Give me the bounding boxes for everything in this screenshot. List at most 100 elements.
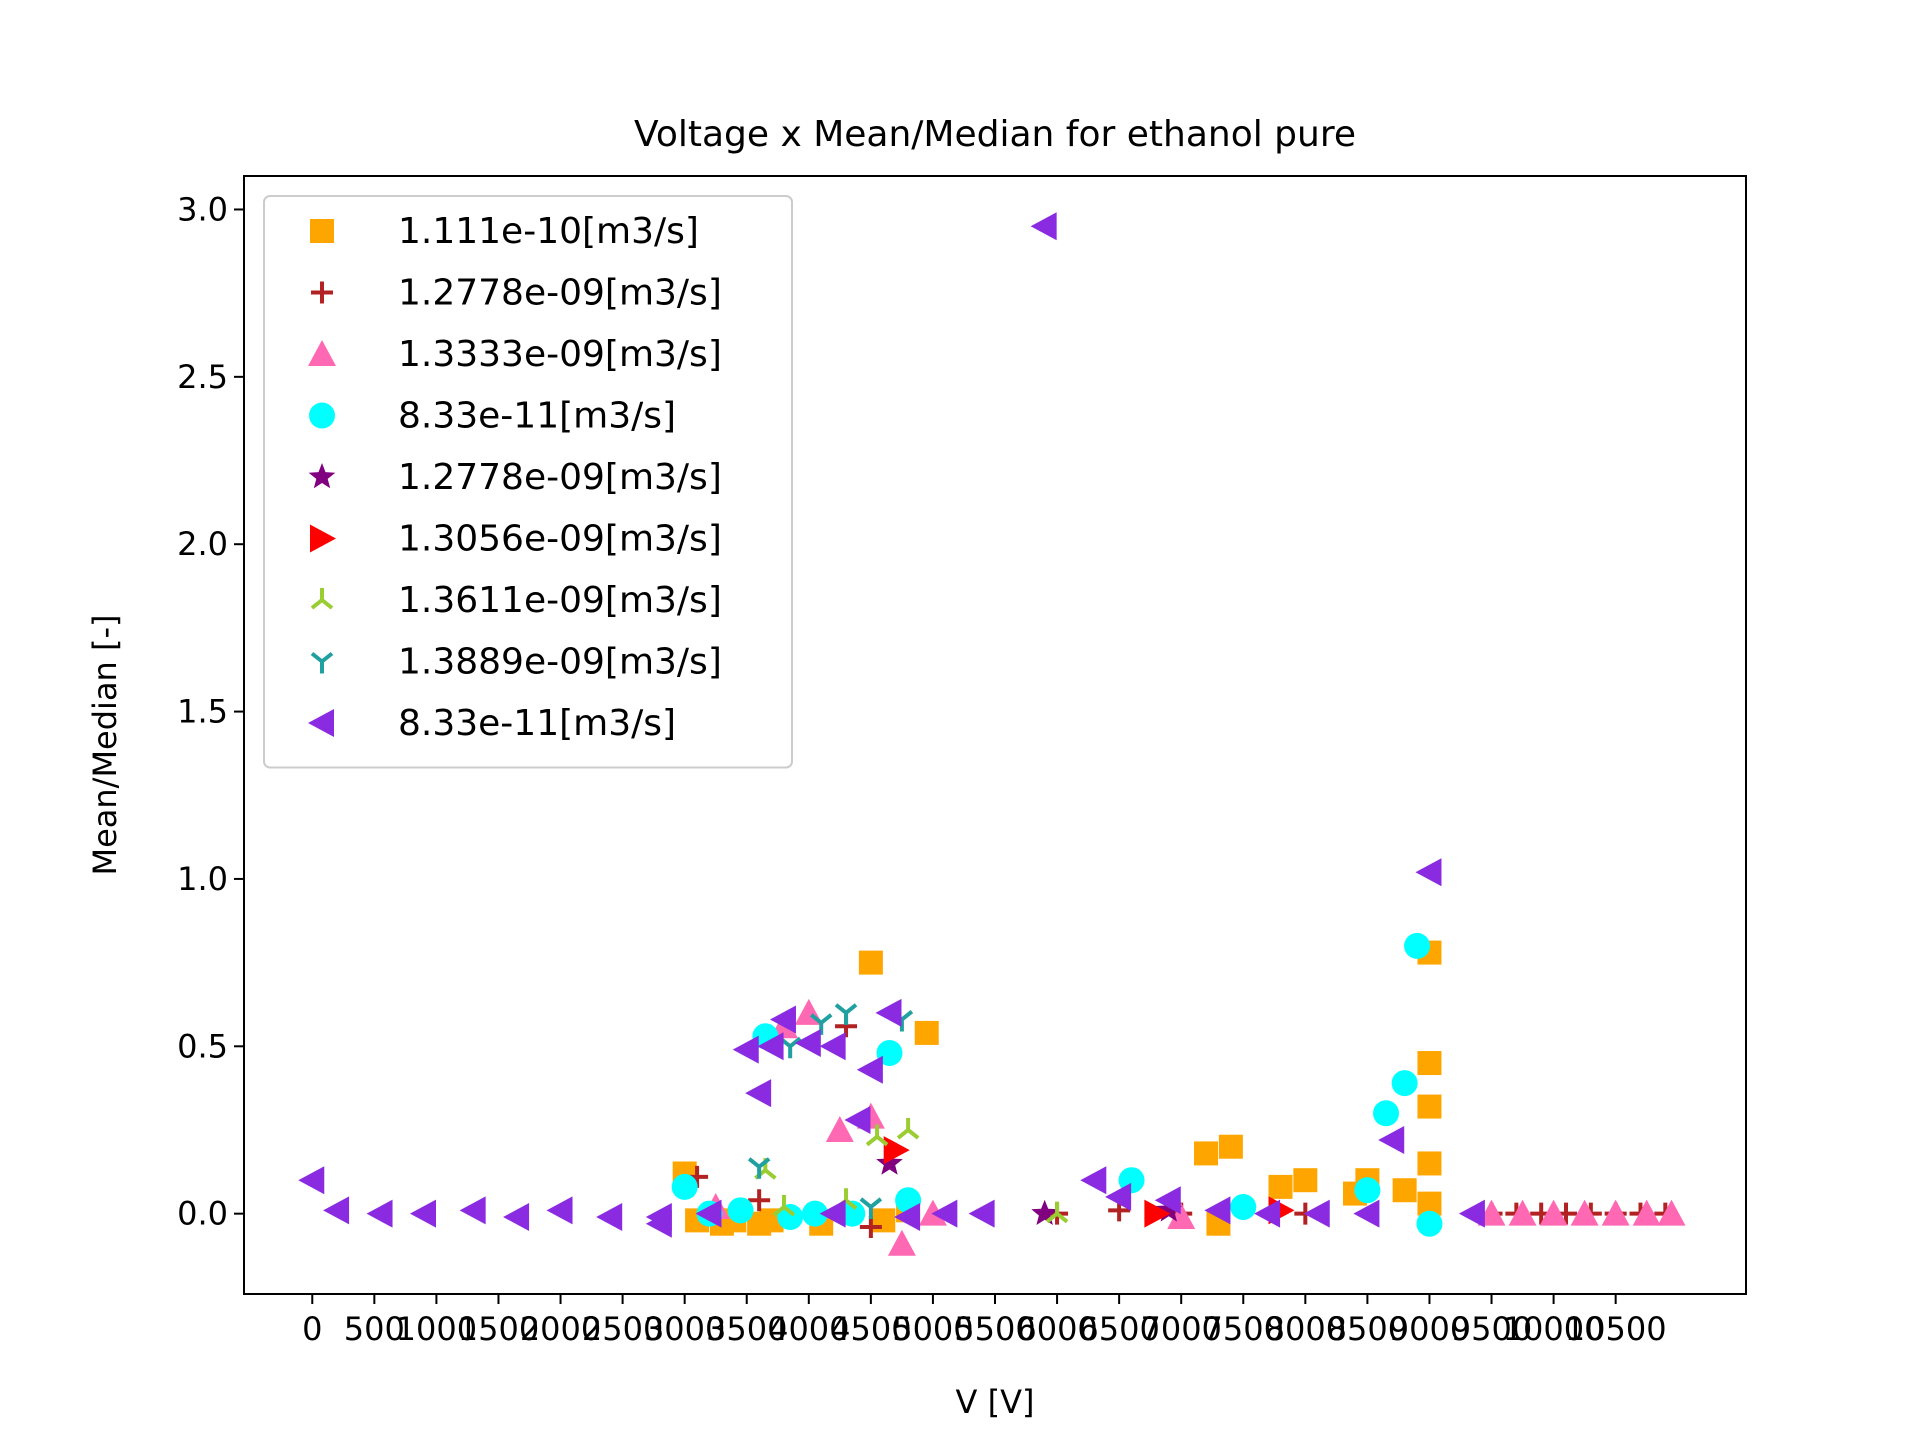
x-tick-label: 6000	[1016, 1310, 1097, 1348]
data-point	[1632, 1199, 1661, 1226]
legend-label: 1.111e-10[m3/s]	[398, 211, 699, 252]
data-point	[887, 1229, 916, 1256]
chart-title: Voltage x Mean/Median for ethanol pure	[634, 114, 1356, 155]
y-tick-label: 3.0	[177, 190, 228, 228]
data-point	[834, 1003, 858, 1025]
data-point	[596, 1203, 623, 1232]
data-point	[809, 1013, 833, 1035]
y-axis-label: Mean/Median [-]	[86, 614, 124, 875]
data-point	[875, 998, 902, 1027]
x-tick-label: 4000	[768, 1310, 849, 1348]
data-point	[1105, 1182, 1132, 1211]
data-point	[1378, 1126, 1405, 1155]
data-point	[1144, 1199, 1171, 1228]
legend-label: 1.3333e-09[m3/s]	[398, 334, 722, 375]
data-point	[876, 1149, 903, 1175]
x-tick-label: 3500	[706, 1310, 787, 1348]
data-point	[1154, 1186, 1181, 1215]
data-point	[409, 1199, 436, 1228]
data-point	[876, 1039, 903, 1066]
x-tick-label: 5500	[954, 1310, 1035, 1348]
data-point	[777, 1204, 804, 1231]
legend-marker	[308, 340, 336, 366]
data-point	[772, 1194, 796, 1217]
data-point	[1293, 1168, 1318, 1193]
data-point	[1416, 1210, 1443, 1237]
x-tick-label: 10500	[1565, 1310, 1667, 1348]
data-point	[1417, 1151, 1442, 1176]
legend-marker	[310, 588, 334, 610]
x-tick-label: 6500	[1078, 1310, 1159, 1348]
data-point	[546, 1196, 573, 1225]
data-point	[1392, 1178, 1417, 1203]
data-point	[1508, 1199, 1537, 1226]
data-point	[819, 1032, 846, 1061]
x-tick-label: 500	[344, 1310, 405, 1348]
legend-marker	[309, 402, 335, 429]
data-point	[802, 1200, 829, 1227]
data-point	[1230, 1193, 1257, 1220]
legend-marker	[308, 709, 334, 737]
x-tick-label: 3000	[644, 1310, 725, 1348]
x-tick-label: 7000	[1140, 1310, 1221, 1348]
data-point	[757, 1032, 784, 1061]
data-point	[968, 1199, 995, 1228]
data-point	[883, 1136, 910, 1165]
x-tick-label: 2000	[520, 1310, 601, 1348]
data-points	[298, 212, 1686, 1256]
legend-label: 8.33e-11[m3/s]	[398, 703, 676, 744]
data-point	[1354, 1177, 1381, 1204]
y-tick-label: 2.0	[177, 525, 228, 563]
data-point	[1303, 1199, 1330, 1228]
data-point	[856, 1055, 883, 1084]
data-point	[366, 1199, 393, 1228]
y-tick-label: 0.0	[177, 1195, 228, 1233]
data-point	[1391, 1070, 1418, 1097]
data-point	[1194, 1141, 1219, 1166]
data-point	[747, 1157, 771, 1179]
x-tick-label: 8500	[1327, 1310, 1408, 1348]
x-tick-label: 5000	[892, 1310, 973, 1348]
series-5	[876, 1149, 1183, 1225]
data-point	[1657, 1199, 1686, 1226]
data-point	[1254, 1199, 1281, 1228]
data-point	[1155, 1196, 1183, 1222]
y-tick-label: 1.5	[177, 693, 228, 731]
data-point	[1167, 1203, 1196, 1230]
data-point	[1373, 1100, 1400, 1127]
legend-marker	[310, 524, 336, 553]
x-tick-label: 9500	[1451, 1310, 1532, 1348]
data-point	[1353, 1199, 1380, 1228]
data-point	[1204, 1196, 1231, 1225]
data-point	[727, 1197, 754, 1224]
y-tick-label: 2.5	[177, 358, 228, 396]
y-tick-label: 1.0	[177, 860, 228, 898]
x-tick-label: 1000	[396, 1310, 477, 1348]
legend-label: 1.2778e-09[m3/s]	[398, 457, 722, 498]
data-point	[1415, 858, 1442, 887]
axis-ticks: 0 500100015002000250030003500400045005000…	[177, 190, 1666, 1348]
data-point	[825, 1115, 854, 1142]
data-point	[859, 1216, 882, 1239]
data-point	[894, 1203, 921, 1232]
data-point	[1031, 1199, 1058, 1225]
x-tick-label: 8000	[1265, 1310, 1346, 1348]
x-axis-label: V [V]	[956, 1383, 1035, 1421]
data-point	[1218, 1134, 1243, 1159]
data-point	[298, 1166, 325, 1195]
plot-frame	[243, 175, 1747, 1295]
x-tick-label: 4500	[830, 1310, 911, 1348]
data-point	[918, 1199, 947, 1226]
x-tick-label: 7500	[1203, 1310, 1284, 1348]
x-tick-label: 2500	[582, 1310, 663, 1348]
data-point	[323, 1196, 350, 1225]
x-tick-label: 0	[302, 1310, 322, 1348]
data-point	[459, 1196, 486, 1225]
data-point	[865, 1124, 889, 1147]
legend-label: 1.3611e-09[m3/s]	[398, 580, 722, 621]
data-point	[858, 950, 883, 975]
data-point	[1417, 1051, 1442, 1076]
data-point	[1080, 1166, 1107, 1195]
data-point	[748, 1189, 771, 1212]
data-point	[1404, 932, 1431, 959]
